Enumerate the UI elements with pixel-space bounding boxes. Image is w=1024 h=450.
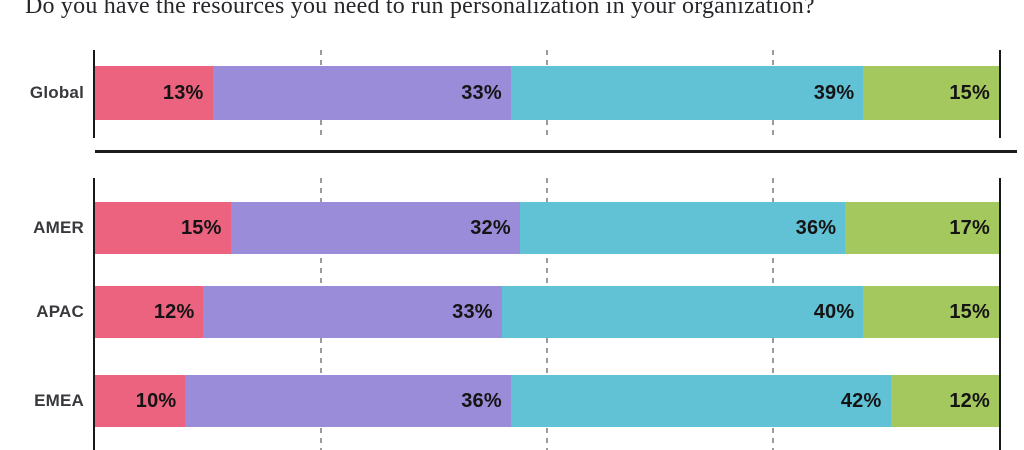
segment-value-label: 40%	[813, 300, 855, 323]
row-label-emea: EMEA	[34, 391, 84, 410]
bar-segment-global-teal: 39%	[510, 66, 864, 120]
segment-value-label: 10%	[135, 389, 177, 412]
bar-segment-global-green: 15%	[863, 66, 999, 120]
axis-line-end	[999, 178, 1001, 450]
global-section: 13% 33% 39% 15%	[93, 50, 1001, 138]
bar-segment-apac-teal: 40%	[501, 286, 864, 338]
axis-line-start	[93, 178, 95, 450]
axis-line-end	[999, 50, 1001, 138]
bar-segment-apac-purple: 33%	[203, 286, 502, 338]
segment-value-label: 33%	[452, 300, 493, 323]
regions-section: 15% 32% 36% 17% 12% 33% 40% 15% 10% 36% 42% 12%	[93, 178, 1001, 450]
axis-line-start	[93, 50, 95, 138]
bar-segment-emea-purple: 36%	[185, 375, 511, 427]
row-label-global: Global	[29, 83, 84, 102]
bar-amer: 15% 32% 36% 17%	[95, 202, 999, 254]
bar-segment-amer-pink: 15%	[95, 202, 231, 254]
segment-value-label: 12%	[949, 389, 990, 412]
bar-global: 13% 33% 39% 15%	[95, 66, 999, 120]
bar-segment-apac-green: 15%	[863, 286, 999, 338]
segment-value-label: 32%	[470, 216, 511, 239]
segment-value-label: 15%	[180, 216, 222, 239]
chart-title: Do you have the resources you need to ru…	[25, 0, 815, 19]
bar-segment-amer-green: 17%	[845, 202, 999, 254]
bar-segment-global-purple: 33%	[212, 66, 511, 120]
row-label-amer: AMER	[33, 218, 84, 237]
segment-value-label: 39%	[813, 81, 855, 104]
bar-segment-amer-purple: 32%	[230, 202, 520, 254]
segment-value-label: 12%	[153, 300, 195, 323]
bar-apac: 12% 33% 40% 15%	[95, 286, 999, 338]
segment-value-label: 36%	[461, 389, 502, 412]
segment-value-label: 17%	[949, 216, 990, 239]
bar-segment-emea-teal: 42%	[510, 375, 891, 427]
segment-value-label: 33%	[461, 81, 502, 104]
bar-segment-emea-pink: 10%	[95, 375, 186, 427]
section-divider-line	[95, 150, 1017, 153]
segment-value-label: 42%	[840, 389, 882, 412]
bar-emea: 10% 36% 42% 12%	[95, 375, 999, 427]
row-label-apac: APAC	[36, 302, 84, 321]
bar-segment-global-pink: 13%	[95, 66, 213, 120]
segment-value-label: 13%	[162, 81, 204, 104]
bar-segment-apac-pink: 12%	[95, 286, 204, 338]
bar-segment-emea-green: 12%	[890, 375, 999, 427]
segment-value-label: 15%	[949, 81, 990, 104]
bar-segment-amer-teal: 36%	[519, 202, 846, 254]
segment-value-label: 36%	[795, 216, 837, 239]
segment-value-label: 15%	[949, 300, 990, 323]
